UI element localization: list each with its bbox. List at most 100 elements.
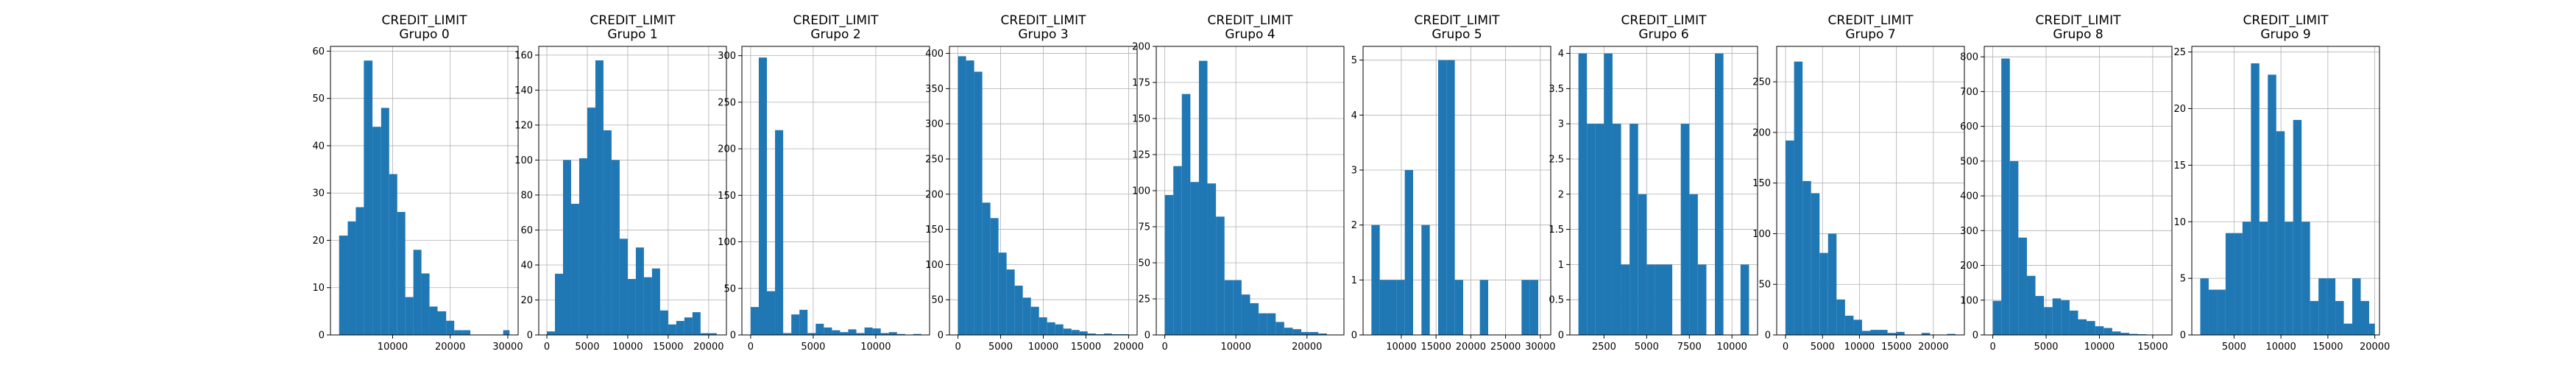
histogram-bar — [636, 247, 644, 335]
histogram-bar — [372, 127, 381, 335]
histogram-bar — [1853, 319, 1862, 335]
histogram-bar — [832, 331, 840, 335]
histogram-bar — [684, 317, 693, 335]
y-tick-label: 0 — [527, 331, 533, 342]
y-tick-label: 800 — [1960, 52, 1978, 63]
histogram-bar — [1530, 280, 1538, 335]
histogram-bar — [1480, 280, 1488, 335]
histogram-bar — [2087, 321, 2095, 335]
y-tick-label: 0 — [1558, 331, 1564, 342]
y-tick-label: 50 — [1758, 280, 1771, 291]
x-tick-label: 0 — [955, 342, 960, 353]
x-tick-label: 5000 — [575, 342, 599, 353]
x-tick-label: 30000 — [1525, 342, 1555, 353]
histogram-bar — [693, 312, 701, 335]
y-tick-label: 20 — [520, 295, 533, 306]
histogram-bar — [1655, 264, 1664, 335]
y-tick-label: 120 — [514, 120, 533, 131]
histogram-bar — [1173, 166, 1182, 335]
histogram-bar — [446, 321, 454, 335]
histogram-bar — [347, 222, 355, 335]
histogram-bar — [2001, 59, 2010, 335]
y-tick-label: 100 — [1752, 229, 1771, 240]
histogram-bar — [2234, 233, 2242, 335]
histogram-bar — [1421, 225, 1429, 335]
chart-subtitle: Grupo 5 — [1432, 27, 1482, 42]
histogram-bar — [2344, 324, 2352, 335]
chart-subtitle: Grupo 1 — [607, 27, 657, 42]
y-tick-label: 150 — [1752, 178, 1771, 189]
y-tick-label: 40 — [520, 260, 533, 271]
histogram-bar — [2209, 290, 2217, 335]
histogram-bar — [2276, 131, 2285, 335]
histogram-bar — [775, 130, 783, 335]
y-tick-label: 0.5 — [1549, 295, 1564, 306]
y-tick-label: 2.5 — [1549, 154, 1564, 165]
y-tick-label: 160 — [514, 50, 533, 61]
chart-subtitle: Grupo 2 — [810, 27, 860, 42]
x-tick-label: 7500 — [1677, 342, 1702, 353]
histogram-bar — [652, 269, 660, 335]
histogram-bar — [2369, 324, 2375, 335]
histogram-bar — [1023, 297, 1031, 335]
histogram-bar — [2251, 63, 2259, 335]
histogram-bar — [503, 331, 510, 335]
histogram-bar — [2112, 331, 2121, 335]
histogram-bar — [422, 273, 430, 335]
histogram-bar — [587, 107, 595, 335]
y-tick-label: 100 — [1960, 295, 1978, 306]
chart-title: CREDIT_LIMIT — [1415, 13, 1501, 28]
histogram-bar — [1521, 280, 1529, 335]
chart-title: CREDIT_LIMIT — [590, 13, 676, 28]
histogram-bar — [644, 278, 652, 335]
histogram-bar — [1310, 332, 1319, 335]
histogram-bar — [2260, 222, 2268, 335]
y-tick-label: 60 — [312, 46, 325, 57]
histogram-bar — [2095, 326, 2104, 335]
x-tick-label: 2500 — [1592, 342, 1616, 353]
histogram-bar — [1630, 124, 1638, 335]
histogram-bar — [1828, 233, 1837, 335]
y-tick-label: 0 — [2180, 331, 2186, 342]
histogram-bar — [620, 239, 628, 335]
histogram-bar — [1681, 124, 1690, 335]
y-tick-label: 700 — [1960, 87, 1978, 98]
histogram-bar — [1604, 54, 1613, 335]
histogram-bar — [1862, 331, 1871, 335]
histogram-bar — [799, 310, 807, 335]
histogram-bar — [1072, 330, 1080, 335]
y-tick-label: 30 — [312, 188, 325, 199]
y-tick-label: 1 — [1558, 260, 1564, 271]
histogram-bar — [2018, 238, 2027, 335]
y-tick-label: 20 — [2173, 104, 2186, 115]
histogram-bar — [1646, 264, 1655, 335]
histogram-bar — [824, 328, 832, 335]
y-tick-label: 300 — [718, 51, 736, 62]
histogram-bar — [2243, 222, 2251, 335]
histogram-bar — [1896, 332, 1905, 335]
histogram-bar — [1446, 60, 1454, 335]
y-tick-label: 400 — [925, 49, 944, 60]
y-tick-label: 3.5 — [1549, 84, 1564, 95]
histogram-bar — [1993, 301, 2002, 335]
histogram-bar — [1819, 253, 1828, 335]
histogram-bar — [840, 332, 848, 335]
histogram-bar — [2310, 301, 2318, 335]
histogram-bar — [2268, 74, 2276, 335]
chart-subtitle: Grupo 8 — [2053, 27, 2103, 42]
histogram-bar — [1301, 332, 1310, 335]
histogram-bar — [1039, 317, 1047, 335]
x-tick-label: 10000 — [1221, 342, 1251, 353]
histogram-bar — [1715, 54, 1724, 335]
histogram-bar — [414, 250, 422, 335]
histogram-bar — [2078, 319, 2087, 335]
y-tick-label: 100 — [514, 155, 533, 166]
histogram-bar — [604, 130, 612, 335]
histogram-bar — [406, 297, 414, 335]
histogram-bar — [1233, 280, 1242, 335]
